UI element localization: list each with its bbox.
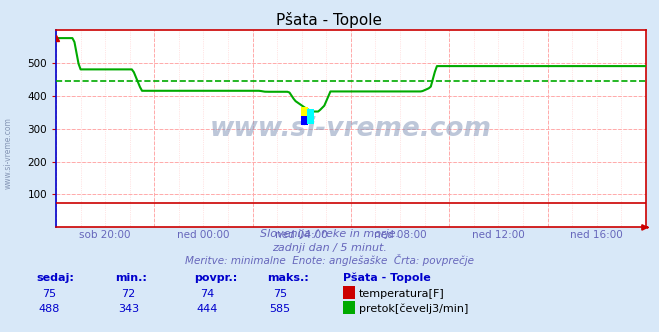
- Bar: [306, 109, 314, 124]
- Text: Pšata - Topole: Pšata - Topole: [343, 272, 430, 283]
- Text: 585: 585: [270, 304, 291, 314]
- Text: min.:: min.:: [115, 273, 147, 283]
- Text: 75: 75: [42, 289, 57, 299]
- Text: 74: 74: [200, 289, 215, 299]
- Text: pretok[čevelj3/min]: pretok[čevelj3/min]: [359, 303, 469, 314]
- Text: 72: 72: [121, 289, 136, 299]
- Text: 75: 75: [273, 289, 287, 299]
- Text: Meritve: minimalne  Enote: anglešaške  Črta: povprečje: Meritve: minimalne Enote: anglešaške Črt…: [185, 254, 474, 266]
- Text: Slovenija / reke in morje.: Slovenija / reke in morje.: [260, 229, 399, 239]
- Text: www.si-vreme.com: www.si-vreme.com: [210, 116, 492, 142]
- Text: povpr.:: povpr.:: [194, 273, 238, 283]
- Text: 444: 444: [197, 304, 218, 314]
- Text: Pšata - Topole: Pšata - Topole: [277, 12, 382, 28]
- Text: 488: 488: [39, 304, 60, 314]
- Text: temperatura[F]: temperatura[F]: [359, 289, 445, 299]
- Text: www.si-vreme.com: www.si-vreme.com: [3, 117, 13, 189]
- Bar: [301, 116, 308, 125]
- Bar: [301, 107, 308, 116]
- Text: sedaj:: sedaj:: [36, 273, 74, 283]
- Text: maks.:: maks.:: [267, 273, 308, 283]
- Text: 343: 343: [118, 304, 139, 314]
- Text: zadnji dan / 5 minut.: zadnji dan / 5 minut.: [272, 243, 387, 253]
